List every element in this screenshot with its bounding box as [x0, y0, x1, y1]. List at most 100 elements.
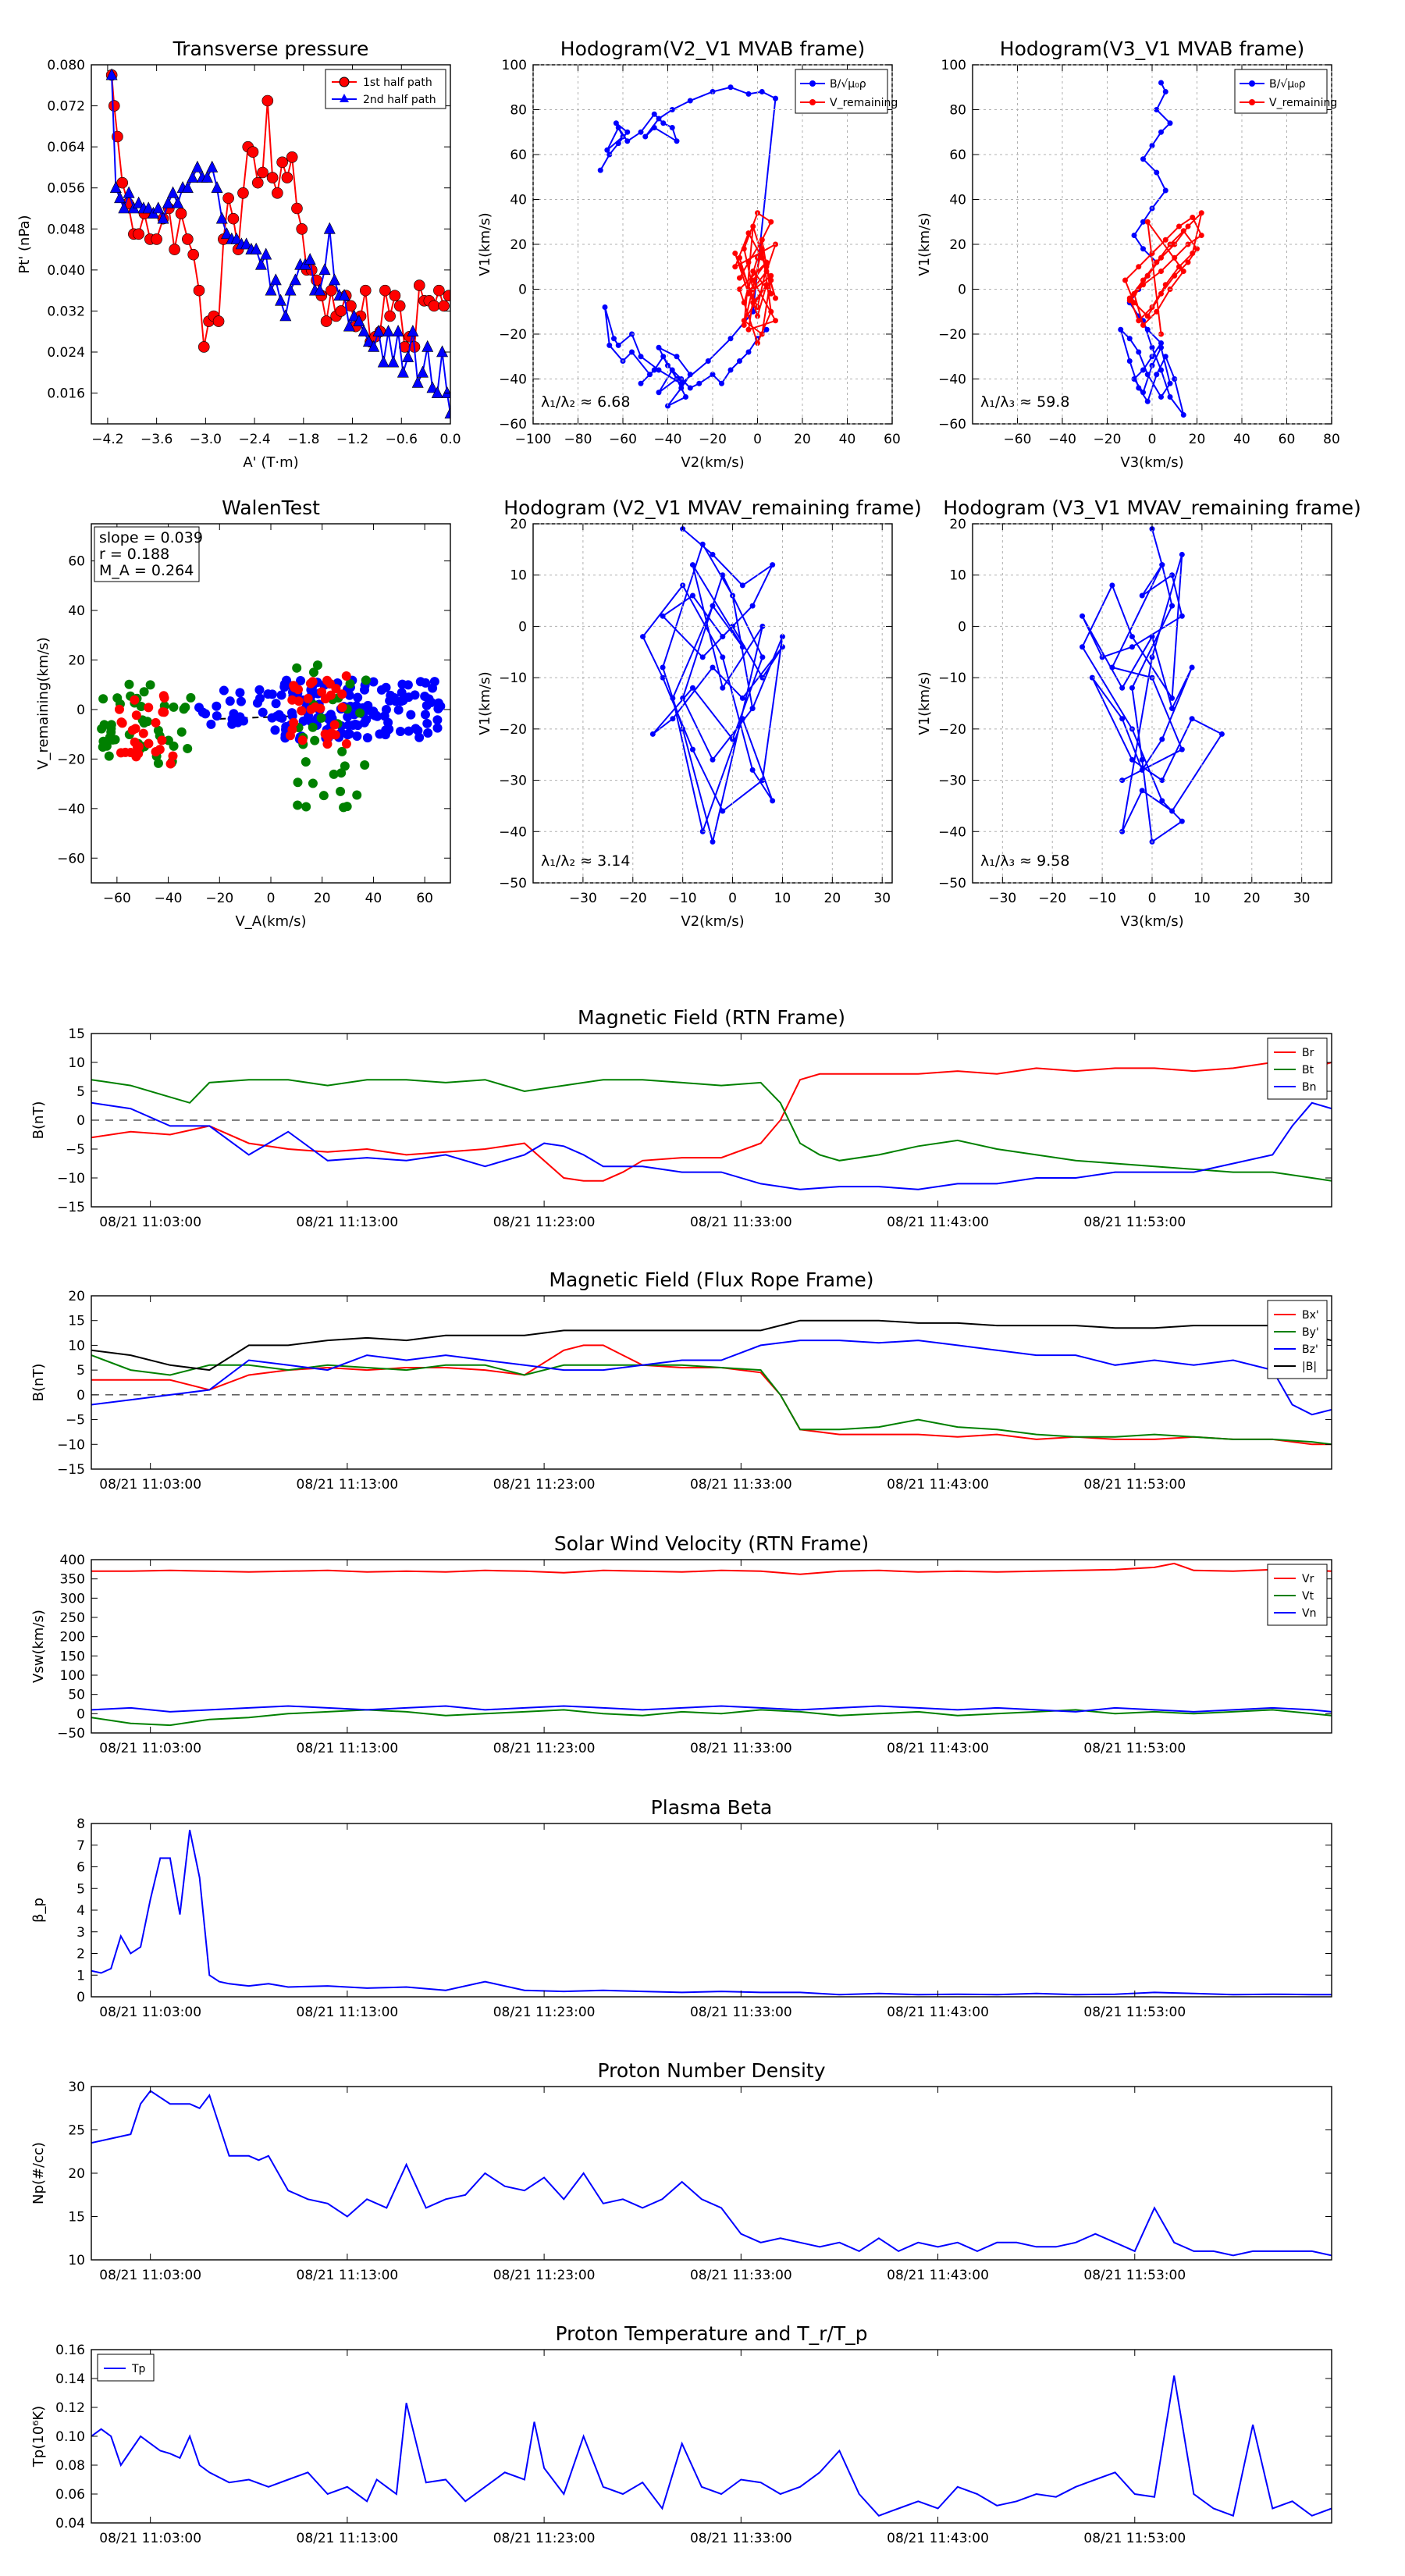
series-point	[642, 133, 649, 140]
series-point	[696, 380, 702, 386]
series-point	[1144, 372, 1151, 378]
scatter-point	[420, 710, 430, 720]
y-axis-label: Pt' (nPa)	[16, 215, 33, 273]
scatter-point	[114, 704, 124, 714]
series-point	[624, 129, 631, 135]
y-tick-label: 15	[68, 1026, 85, 1042]
series-point	[1144, 326, 1151, 333]
series-marker	[191, 160, 204, 173]
plot-area	[91, 1061, 1332, 1190]
series-marker	[291, 202, 303, 215]
x-tick-label: −3.0	[190, 432, 222, 447]
y-axis-label: V1(km/s)	[916, 671, 933, 735]
y-tick-label: −40	[499, 372, 527, 388]
x-tick-label: 08/21 11:03:00	[99, 1741, 201, 1756]
x-tick-label: 08/21 11:13:00	[297, 1477, 399, 1493]
plot-frame	[91, 1295, 1332, 1470]
series-marker	[247, 146, 259, 158]
scatter-point	[279, 681, 290, 692]
y-tick-label: 5	[76, 1084, 85, 1100]
plot-area	[1118, 80, 1204, 418]
legend-box	[795, 69, 888, 114]
series-point	[1118, 326, 1124, 333]
scatter-point	[293, 777, 303, 788]
legend-label: Bn	[1302, 1081, 1316, 1094]
legend-label: Tp	[131, 2363, 146, 2375]
series-point	[710, 89, 716, 94]
series-marker	[275, 294, 287, 306]
series-point	[1144, 272, 1151, 279]
series-point	[710, 756, 716, 763]
scatter-point	[270, 725, 280, 735]
x-tick-label: −30	[569, 891, 597, 906]
series-marker	[286, 151, 298, 163]
scatter-point	[308, 778, 318, 788]
scatter-point	[341, 671, 351, 681]
y-tick-label: 10	[68, 1338, 85, 1354]
x-tick-label: 40	[1233, 432, 1250, 447]
x-tick-label: 08/21 11:13:00	[297, 1215, 399, 1230]
series-marker	[206, 160, 219, 173]
y-tick-label: 15	[68, 2210, 85, 2226]
series-line	[91, 1830, 1332, 1996]
series-point	[687, 98, 693, 104]
scatter-point	[343, 729, 353, 739]
scatter-point	[391, 696, 401, 706]
y-tick-label: −10	[57, 1171, 85, 1187]
y-tick-label: 40	[949, 193, 966, 208]
scatter-point	[236, 696, 246, 706]
series-point	[768, 272, 774, 279]
panel-bfr: 08/21 11:03:00 08/21 11:13:00 08/21 11:23:…	[30, 1268, 1332, 1493]
y-axis-label: V_remaining(km/s)	[35, 637, 52, 770]
scatter-point	[350, 719, 361, 729]
scatter-point	[331, 684, 341, 694]
y-tick-label: 4	[76, 1903, 85, 1919]
scatter-point	[308, 722, 318, 732]
series-point	[720, 654, 726, 660]
series-marker	[444, 407, 450, 419]
x-axis-label: V3(km/s)	[1120, 913, 1183, 930]
scatter-point	[144, 703, 154, 713]
scatter-point	[276, 690, 286, 700]
series-point	[680, 695, 686, 701]
series-point	[687, 385, 693, 391]
series-point	[689, 746, 695, 753]
y-tick-label: 0	[958, 619, 966, 635]
x-tick-label: 08/21 11:53:00	[1083, 2531, 1186, 2546]
x-tick-label: 08/21 11:03:00	[99, 1215, 201, 1230]
scatter-point	[219, 685, 229, 696]
series-point	[759, 674, 766, 681]
series-point	[739, 582, 745, 589]
series-marker	[357, 325, 370, 337]
scatter-point	[225, 696, 235, 706]
x-tick-label: −60	[609, 432, 637, 447]
scatter-point	[336, 786, 346, 796]
series-marker	[142, 201, 155, 214]
series-point	[741, 300, 747, 306]
chart-title: Solar Wind Velocity (RTN Frame)	[554, 1532, 869, 1555]
series-marker	[377, 355, 389, 368]
y-tick-label: 20	[68, 2166, 85, 2182]
series-point	[727, 367, 734, 373]
plot-frame	[91, 2349, 1332, 2524]
legend-label: By'	[1302, 1326, 1319, 1339]
scatter-point	[341, 738, 351, 749]
series-point	[739, 695, 745, 701]
series-point	[1218, 731, 1225, 737]
series-marker	[443, 290, 450, 302]
series-marker	[387, 355, 400, 368]
series-point	[1179, 613, 1185, 619]
series-marker	[175, 208, 187, 219]
series-point	[739, 644, 745, 650]
series-point	[1162, 282, 1168, 288]
series-point	[1149, 634, 1155, 640]
chart-title: Hodogram (V3_V1 MVAV_remaining frame)	[943, 496, 1361, 519]
scatter-point	[159, 692, 169, 703]
x-tick-label: 0	[753, 432, 762, 447]
x-tick-label: −10	[669, 891, 697, 906]
legend-label: Bt	[1302, 1064, 1314, 1076]
series-point	[602, 304, 608, 310]
series-marker	[433, 284, 445, 297]
series-marker	[314, 283, 326, 296]
series-point	[1158, 331, 1164, 337]
